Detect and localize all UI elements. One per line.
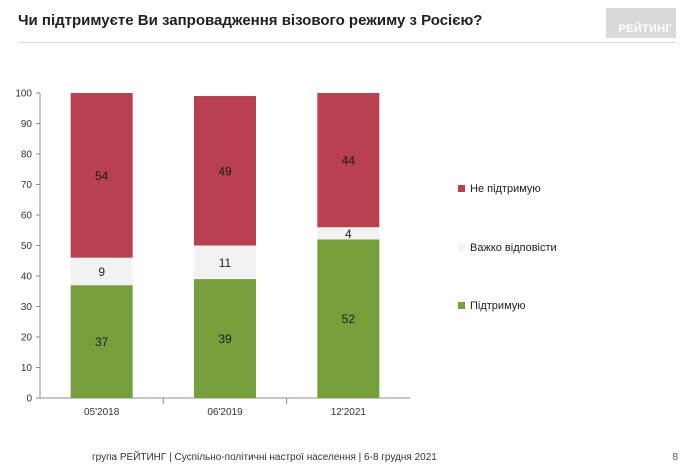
y-tick-label: 60 <box>21 211 33 222</box>
y-tick-label: 80 <box>21 150 33 161</box>
legend-label: Підтримую <box>470 300 526 312</box>
y-tick-label: 90 <box>21 119 33 130</box>
data-label: 39 <box>218 332 232 346</box>
y-tick-label: 30 <box>21 302 33 313</box>
x-tick-label: 12'2021 <box>331 407 367 418</box>
x-tick-label: 06'2019 <box>207 407 243 418</box>
data-label: 9 <box>98 265 105 279</box>
data-label: 44 <box>342 154 356 168</box>
data-label: 49 <box>218 164 232 178</box>
y-tick-label: 100 <box>15 89 32 100</box>
data-label: 11 <box>219 256 232 270</box>
y-tick-label: 50 <box>21 241 33 252</box>
data-label: 52 <box>342 312 356 326</box>
page-number: 8 <box>672 452 678 463</box>
y-tick-label: 20 <box>21 333 33 344</box>
x-tick-label: 05'2018 <box>84 407 120 418</box>
legend-swatch <box>458 185 465 192</box>
data-label: 37 <box>95 335 109 349</box>
legend-swatch <box>458 302 465 309</box>
y-tick-label: 40 <box>21 272 33 283</box>
data-label: 4 <box>345 227 352 241</box>
legend-label: Важко відповісти <box>470 242 557 254</box>
y-tick-label: 0 <box>26 394 32 405</box>
legend-label: Не підтримую <box>470 183 541 195</box>
footer-text: група РЕЙТИНГ | Суспільно-політичні наст… <box>92 452 437 463</box>
y-tick-label: 10 <box>21 363 33 374</box>
data-label: 54 <box>95 169 109 183</box>
legend-swatch <box>458 244 465 251</box>
y-tick-label: 70 <box>21 180 33 191</box>
